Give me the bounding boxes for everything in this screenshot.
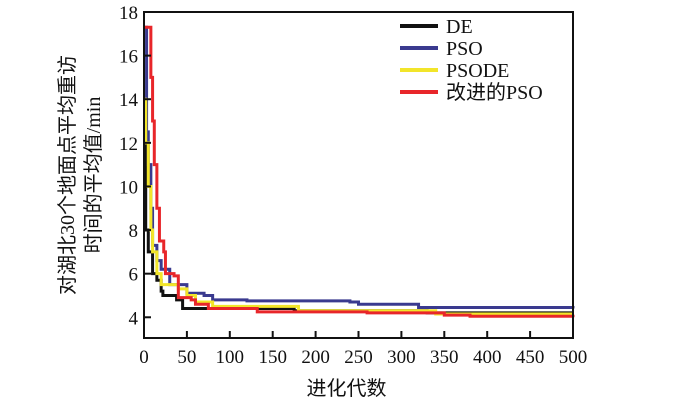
y-tick-label: 16 [119,47,138,68]
y-tick-label: 6 [129,265,139,286]
x-tick-label: 350 [430,347,459,368]
x-tick-label: 200 [301,347,330,368]
x-tick-label: 250 [344,347,373,368]
legend-label: DE [446,16,473,38]
y-tick-label: 18 [119,3,138,24]
x-tick-label: 450 [516,347,545,368]
legend-label: PSODE [446,60,509,82]
x-tick-label: 300 [387,347,416,368]
x-tick-label: 500 [559,347,588,368]
x-tick-label: 100 [216,347,245,368]
x-tick-label: 50 [177,347,196,368]
x-tick-label: 150 [258,347,287,368]
y-tick-label: 10 [119,177,138,198]
y-axis-label-line: 时间的平均值/min [82,97,105,254]
legend-label: 改进的PSO [446,81,543,104]
legend-label: PSO [446,38,483,60]
series-line-2 [144,97,573,316]
y-tick-label: 4 [129,308,139,329]
y-axis-label-line: 对湖北30个地面点平均重访 [56,55,79,295]
x-tick-label: 0 [139,347,149,368]
y-tick-label: 8 [129,221,139,242]
x-axis-label: 进化代数 [307,377,387,400]
y-tick-label: 14 [119,90,139,111]
series-line-0 [144,141,573,315]
x-tick-label: 400 [473,347,502,368]
series-line-3 [144,25,575,318]
y-tick-label: 12 [119,134,138,155]
